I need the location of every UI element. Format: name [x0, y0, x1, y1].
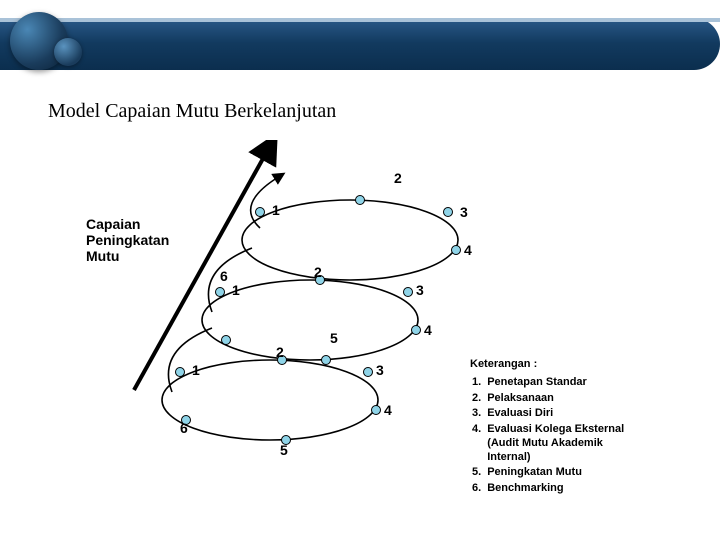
globe-small-icon [54, 38, 82, 66]
legend-text: Evaluasi Kolega Eksternal (Audit Mutu Ak… [487, 423, 637, 464]
cycle-node [371, 405, 381, 415]
cycle-node-label: 1 [192, 362, 200, 378]
legend-table: 1.Penetapan Standar2.Pelaksanaan3.Evalua… [470, 374, 639, 498]
legend-text: Peningkatan Mutu [487, 466, 637, 480]
cycle-node-label: 3 [416, 282, 424, 298]
legend-text: Benchmarking [487, 482, 637, 496]
cycle-node [363, 367, 373, 377]
legend-num: 6. [472, 482, 485, 496]
legend: Keterangan : 1.Penetapan Standar2.Pelaks… [470, 358, 639, 498]
cycle-node-label: 4 [464, 242, 472, 258]
page-title: Model Capaian Mutu Berkelanjutan [48, 100, 336, 123]
cycle-node-label: 4 [424, 322, 432, 338]
cycle-node-label: 1 [232, 282, 240, 298]
cycle-node [221, 335, 231, 345]
legend-title: Keterangan : [470, 358, 639, 372]
spiral-diagram: Capaian Peningkatan Mutu Keterangan : 1.… [80, 140, 640, 500]
cycle-node-label: 5 [330, 330, 338, 346]
cycle-node-label: 3 [376, 362, 384, 378]
cycle-node [443, 207, 453, 217]
legend-num: 5. [472, 466, 485, 480]
cycle-node [355, 195, 365, 205]
cycle-node [255, 207, 265, 217]
legend-row: 6.Benchmarking [472, 482, 637, 496]
header-bar [0, 18, 720, 70]
legend-row: 1.Penetapan Standar [472, 376, 637, 390]
legend-text: Evaluasi Diri [487, 407, 637, 421]
legend-num: 4. [472, 423, 485, 464]
cycle-node-label: 3 [460, 204, 468, 220]
cycle-node-label: 4 [384, 402, 392, 418]
slide-header [0, 0, 720, 78]
cycle-node-label: 5 [280, 442, 288, 458]
cycle-node-label: 6 [180, 420, 188, 436]
legend-num: 2. [472, 392, 485, 406]
legend-num: 3. [472, 407, 485, 421]
legend-text: Penetapan Standar [487, 376, 637, 390]
cycle-node [451, 245, 461, 255]
cycle-node-label: 6 [220, 268, 228, 284]
legend-row: 5.Peningkatan Mutu [472, 466, 637, 480]
legend-text: Pelaksanaan [487, 392, 637, 406]
cycle-node-label: 2 [276, 344, 284, 360]
cycle-node [175, 367, 185, 377]
cycle-node [411, 325, 421, 335]
cycle-node-label: 1 [272, 202, 280, 218]
cycle-node [215, 287, 225, 297]
legend-row: 4.Evaluasi Kolega Eksternal (Audit Mutu … [472, 423, 637, 464]
cycle-node-label: 2 [394, 170, 402, 186]
legend-num: 1. [472, 376, 485, 390]
legend-row: 3.Evaluasi Diri [472, 407, 637, 421]
cycle-node [403, 287, 413, 297]
cycle-node [321, 355, 331, 365]
cycle-node-label: 2 [314, 264, 322, 280]
legend-row: 2.Pelaksanaan [472, 392, 637, 406]
